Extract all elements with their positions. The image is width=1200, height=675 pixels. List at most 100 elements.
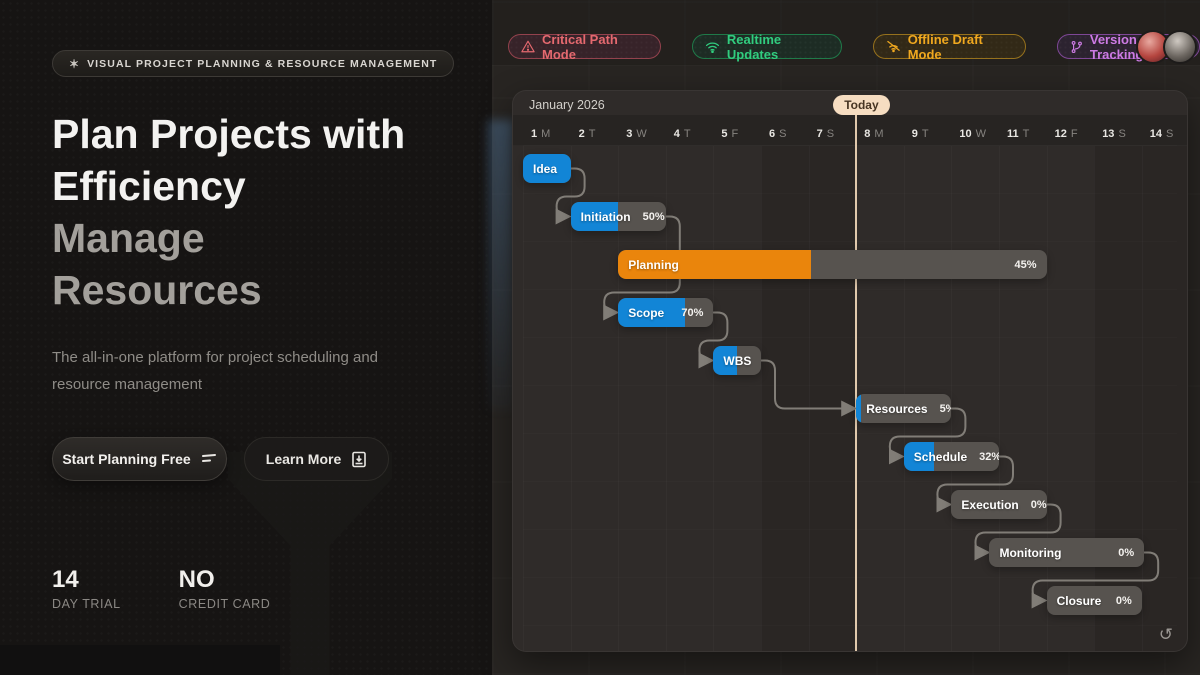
reset-view-button[interactable]: ↺ <box>1158 625 1173 644</box>
title-line-4: Resources <box>52 267 262 313</box>
dependency-connectors <box>555 167 1160 609</box>
gantt-bar-resources[interactable]: Resources 5% <box>856 394 952 423</box>
day-label: 14 S <box>1149 128 1174 140</box>
stat-credit-card: NO CREDIT CARD <box>179 566 271 611</box>
bar-task-label: Initiation <box>580 209 631 224</box>
day-label: 12 F <box>1054 128 1078 140</box>
day-label: 11 T <box>1007 128 1030 140</box>
feature-badges: Critical Path Mode Realtime Updates Offlin… <box>508 31 1200 62</box>
sort-lines-icon <box>201 452 217 466</box>
bar-progress-label: 0% <box>1115 594 1132 607</box>
bar-progress-fill <box>713 346 738 375</box>
avatar-group[interactable] <box>1136 30 1197 64</box>
start-planning-free-button[interactable]: Start Planning Free <box>52 437 227 481</box>
guide-book-icon <box>351 451 367 468</box>
page-title: Plan Projects with Efficiency Manage Res… <box>52 108 405 316</box>
bar-progress-fill <box>856 394 861 423</box>
bar-progress-label: 0% <box>1118 546 1135 559</box>
wifi-icon <box>705 41 720 53</box>
badge-label: Version Tracking <box>1089 31 1144 62</box>
bar-task-label: Idea <box>533 161 558 176</box>
bar-progress-fill <box>570 202 619 231</box>
eyebrow-label: VISUAL PROJECT PLANNING & RESOURCE MANAG… <box>87 57 438 70</box>
badge-realtime-updates[interactable]: Realtime Updates <box>691 31 842 62</box>
bar-progress-fill <box>618 250 811 279</box>
month-label: January 2026 <box>529 98 605 112</box>
gantt-bar-scope[interactable]: Scope 70% <box>618 298 714 327</box>
stat-value: NO <box>178 566 215 593</box>
badge-label: Critical Path Mode <box>542 31 618 62</box>
badge-offline-draft-mode[interactable]: Offline Draft Mode <box>872 31 1026 62</box>
bar-progress-label: 0% <box>1030 498 1047 511</box>
badge-label: Offline Draft Mode <box>907 31 983 62</box>
secondary-cta-label: Learn More <box>265 451 342 467</box>
wifi-off-icon <box>886 40 901 53</box>
bar-progress-fill <box>523 154 571 183</box>
stat-label: DAY TRIAL <box>52 597 121 611</box>
stat-label: CREDIT CARD <box>178 597 271 611</box>
bar-progress-label: 50% <box>642 210 665 223</box>
gantt-bar-planning[interactable]: Planning 45% <box>618 250 1047 279</box>
decorative-funnel-shape <box>228 452 392 675</box>
badge-label: Realtime Updates <box>726 31 782 62</box>
bar-progress-label: 45% <box>1014 258 1037 271</box>
title-line-3: Manage <box>52 215 205 261</box>
decorative-blue-glow <box>488 120 514 410</box>
warning-triangle-icon <box>521 40 535 53</box>
weekend-shading <box>808 146 857 651</box>
bar-task-label: Resources <box>866 401 928 416</box>
hero-section: ✶ VISUAL PROJECT PLANNING & RESOURCE MAN… <box>0 0 492 675</box>
gantt-bar-idea[interactable]: Idea <box>523 154 571 183</box>
gantt-bar-schedule[interactable]: Schedule 32% <box>903 442 999 471</box>
day-label: 13 S <box>1102 128 1126 140</box>
decorative-corner-shape <box>0 645 280 675</box>
bar-task-label: Monitoring <box>999 545 1062 560</box>
gantt-bar-initiation[interactable]: Initiation 50% <box>570 202 666 231</box>
teammate-avatar-2 <box>1163 30 1197 64</box>
day-label: 10 W <box>959 128 987 140</box>
today-pill: Today <box>833 95 890 115</box>
bar-progress-fill <box>903 442 935 471</box>
stat-day-trial: 14 DAY TRIAL <box>52 566 121 611</box>
bar-progress-label: 70% <box>681 306 704 319</box>
title-line-2: Efficiency <box>52 163 246 209</box>
eyebrow-badge: ✶ VISUAL PROJECT PLANNING & RESOURCE MAN… <box>52 50 455 77</box>
weekend-shading <box>761 146 809 651</box>
gantt-bar-monitoring[interactable]: Monitoring 0% <box>989 538 1145 567</box>
trial-stats: 14 DAY TRIAL NO CREDIT CARD <box>52 566 270 611</box>
bar-progress-fill <box>618 298 685 327</box>
gantt-bar-wbs[interactable]: WBS <box>713 346 761 375</box>
bar-task-label: Schedule <box>913 449 968 464</box>
hero-subtitle: The all-in-one platform for project sche… <box>52 349 379 393</box>
stat-value: 14 <box>52 566 79 593</box>
bar-task-label: Planning <box>628 257 679 272</box>
bar-progress-label: 32% <box>979 450 999 463</box>
cta-row: Start Planning Free Learn More <box>52 437 389 481</box>
sparkles-icon: ✶ <box>69 56 80 71</box>
bar-task-label: Closure <box>1056 593 1102 608</box>
bar-task-label: WBS <box>723 353 752 368</box>
title-line-1: Plan Projects with <box>52 111 406 157</box>
date-header-row <box>513 115 1187 146</box>
today-line <box>855 115 858 651</box>
gantt-bar-closure[interactable]: Closure 0% <box>1046 586 1142 615</box>
learn-more-button[interactable]: Learn More <box>244 437 389 481</box>
badge-critical-path-mode[interactable]: Critical Path Mode <box>508 31 661 62</box>
git-branch-icon <box>1070 40 1083 54</box>
bar-progress-label: 5% <box>939 402 952 415</box>
weekend-shading <box>1141 146 1187 651</box>
bar-task-label: Execution <box>961 497 1019 512</box>
gantt-bar-execution[interactable]: Execution 0% <box>951 490 1047 519</box>
primary-cta-label: Start Planning Free <box>62 451 191 467</box>
